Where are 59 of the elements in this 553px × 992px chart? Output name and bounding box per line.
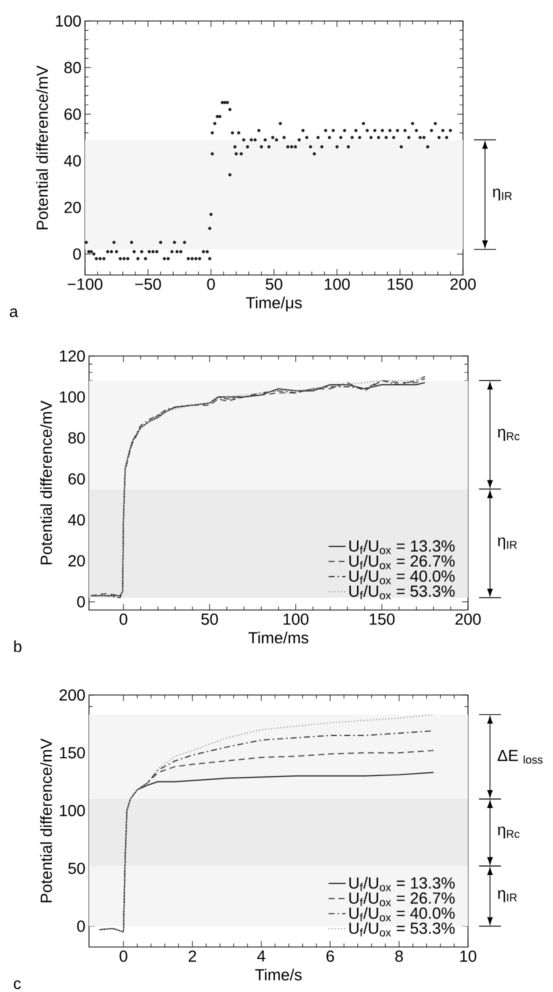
legend-label: U$_{f}$/U$_{ox}$ = 26.7% bbox=[349, 554, 455, 570]
legend-label: U$_{f}$/U$_{ox}$ = 13.3% bbox=[349, 876, 455, 892]
y-axis-title: Potential difference/mV bbox=[40, 400, 52, 564]
x-axis-title: Time/ms bbox=[248, 632, 308, 644]
x-tick-label: 0 bbox=[207, 278, 215, 290]
text: a bbox=[10, 308, 18, 318]
x-tick-label: 8 bbox=[395, 950, 403, 962]
x-tick-label: 150 bbox=[370, 614, 395, 625]
band-label: η$_{IR}$ bbox=[493, 188, 512, 201]
y-tick-label: 100 bbox=[56, 15, 81, 27]
x-tick-label: 4 bbox=[257, 950, 266, 962]
band-label: ΔE $_{loss}$ bbox=[498, 750, 543, 764]
text: c bbox=[14, 980, 21, 990]
legend-label: U$_{f}$/U$_{ox}$ = 26.7% bbox=[349, 892, 455, 906]
y-tick-label: 20 bbox=[64, 202, 81, 214]
legend-label: U$_{f}$/U$_{ox}$ = 40.0% bbox=[349, 907, 455, 922]
legend-label: U$_{f}$/U$_{ox}$ = 53.3% bbox=[349, 585, 455, 600]
text: b bbox=[14, 640, 22, 652]
y-tick-label: 150 bbox=[60, 747, 85, 758]
x-tick-label: −100 bbox=[68, 278, 102, 290]
legend-label: U$_{f}$/U$_{ox}$ = 53.3% bbox=[349, 922, 455, 936]
y-tick-label: 100 bbox=[60, 804, 85, 816]
band-label: η$_{Rc}$ bbox=[498, 428, 520, 441]
y-tick-label: 80 bbox=[68, 432, 85, 444]
x-tick-label: 200 bbox=[455, 614, 481, 625]
x-tick-label: 100 bbox=[324, 278, 350, 290]
x-axis-title: Time/μs bbox=[246, 296, 302, 312]
band-label: η$_{IR}$ bbox=[498, 890, 517, 902]
y-tick-label: 0 bbox=[73, 248, 81, 260]
y-tick-label: 60 bbox=[68, 473, 85, 485]
y-tick-label: 40 bbox=[64, 155, 81, 166]
band-label: η$_{IR}$ bbox=[498, 537, 517, 550]
x-tick-label: 50 bbox=[266, 278, 282, 290]
y-tick-label: 100 bbox=[60, 391, 85, 403]
x-tick-label: 0 bbox=[120, 950, 128, 962]
y-axis-title: Potential difference/mV bbox=[36, 66, 48, 230]
x-tick-label: −50 bbox=[135, 278, 161, 290]
x-tick-label: 6 bbox=[326, 950, 334, 962]
y-tick-label: 20 bbox=[68, 555, 85, 566]
y-tick-label: 50 bbox=[68, 862, 85, 874]
y-tick-label: 120 bbox=[60, 350, 85, 362]
y-axis-title: Potential difference/mV bbox=[40, 738, 52, 902]
x-axis-title: Time/s bbox=[255, 968, 302, 980]
y-tick-label: 0 bbox=[77, 920, 85, 932]
y-tick-label: 0 bbox=[77, 596, 85, 608]
x-tick-label: 200 bbox=[450, 278, 476, 290]
x-tick-label: 100 bbox=[284, 614, 308, 625]
x-tick-label: 50 bbox=[201, 614, 218, 625]
x-tick-label: 0 bbox=[120, 614, 128, 625]
y-tick-label: 60 bbox=[64, 108, 81, 120]
y-tick-label: 80 bbox=[64, 62, 81, 74]
y-tick-label: 200 bbox=[60, 689, 85, 701]
x-tick-label: 10 bbox=[460, 950, 476, 962]
legend-label: U$_{f}$/U$_{ox}$ = 13.3% bbox=[349, 540, 455, 554]
band-label: η$_{Rc}$ bbox=[498, 826, 520, 839]
x-tick-label: 2 bbox=[188, 950, 196, 962]
x-tick-label: 150 bbox=[388, 278, 413, 290]
y-tick-label: 40 bbox=[68, 514, 85, 526]
legend-label: U$_{f}$/U$_{ox}$ = 40.0% bbox=[349, 570, 455, 584]
